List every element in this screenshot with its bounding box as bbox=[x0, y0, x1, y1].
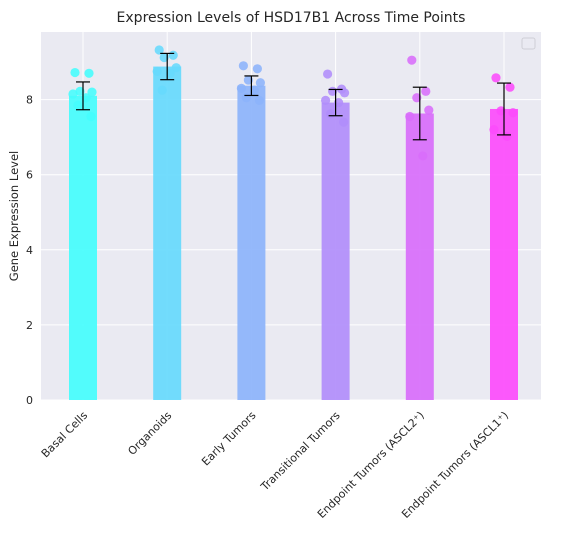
y-tick-label-3: 6 bbox=[26, 169, 33, 182]
point-0-3 bbox=[87, 87, 97, 97]
point-5-0 bbox=[491, 73, 501, 83]
chart-title: Expression Levels of HSD17B1 Across Time… bbox=[117, 10, 466, 26]
point-2-6 bbox=[241, 93, 251, 103]
x-tick-label-2: Early Tumors bbox=[199, 409, 259, 469]
point-2-3 bbox=[255, 78, 265, 88]
y-tick-label-4: 8 bbox=[26, 94, 33, 107]
point-0-5 bbox=[81, 93, 91, 103]
point-5-1 bbox=[505, 82, 515, 92]
point-0-6 bbox=[73, 100, 83, 110]
x-tick-label-1: Organoids bbox=[125, 409, 174, 458]
bar-0 bbox=[69, 95, 97, 400]
legend-box bbox=[521, 37, 536, 50]
bar-1 bbox=[153, 66, 182, 400]
point-5-3 bbox=[508, 108, 518, 118]
point-0-7 bbox=[86, 111, 96, 122]
point-2-7 bbox=[254, 95, 264, 105]
bar-3 bbox=[321, 102, 350, 400]
error-bars bbox=[76, 52, 511, 141]
point-1-2 bbox=[159, 52, 169, 63]
bar-2 bbox=[237, 85, 266, 400]
point-1-3 bbox=[171, 63, 181, 73]
y-axis-label: Gene Expression Level bbox=[7, 151, 21, 281]
point-2-5 bbox=[249, 85, 259, 95]
point-5-4 bbox=[489, 125, 499, 135]
point-1-0 bbox=[154, 45, 164, 55]
point-4-4 bbox=[405, 111, 415, 122]
x-tick-label-3: Transitional Tumors bbox=[258, 409, 343, 494]
point-4-1 bbox=[421, 86, 431, 96]
point-4-3 bbox=[424, 105, 434, 115]
point-0-1 bbox=[84, 68, 94, 78]
point-0-4 bbox=[68, 89, 78, 99]
point-3-7 bbox=[339, 117, 349, 127]
y-tick-label-0: 0 bbox=[26, 394, 33, 407]
point-0-2 bbox=[75, 86, 85, 96]
point-4-5 bbox=[418, 151, 428, 161]
bar-4 bbox=[405, 113, 434, 400]
bar-5 bbox=[490, 108, 518, 401]
point-3-0 bbox=[323, 69, 333, 79]
point-5-5 bbox=[502, 131, 512, 141]
point-1-1 bbox=[168, 50, 178, 60]
point-3-4 bbox=[321, 95, 331, 105]
point-3-6 bbox=[326, 109, 336, 119]
y-tick-label-2: 4 bbox=[26, 244, 33, 257]
point-1-5 bbox=[165, 68, 175, 78]
point-2-2 bbox=[243, 75, 253, 85]
point-3-5 bbox=[334, 97, 344, 108]
point-1-6 bbox=[157, 85, 167, 95]
point-2-4 bbox=[236, 83, 246, 93]
point-4-0 bbox=[407, 55, 417, 65]
point-4-2 bbox=[412, 93, 422, 103]
plot-area bbox=[41, 32, 541, 400]
point-2-1 bbox=[252, 64, 262, 74]
point-2-0 bbox=[238, 61, 248, 71]
point-3-3 bbox=[340, 88, 350, 98]
point-1-4 bbox=[152, 66, 162, 77]
y-tick-labels: 0 2 4 6 8 bbox=[26, 94, 33, 407]
point-5-2 bbox=[496, 106, 506, 116]
point-0-0 bbox=[70, 67, 80, 78]
data-points bbox=[68, 45, 518, 161]
x-tick-label-0: Basal Cells bbox=[39, 409, 91, 461]
y-tick-label-1: 2 bbox=[26, 319, 33, 332]
bars bbox=[69, 66, 518, 401]
x-tick-labels: Basal Cells Organoids Early Tumors Transiti… bbox=[39, 409, 511, 521]
